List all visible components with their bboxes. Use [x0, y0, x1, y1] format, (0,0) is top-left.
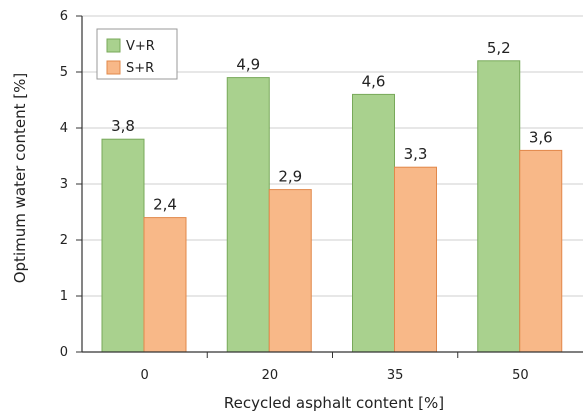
- y-tick-label: 1: [60, 289, 68, 304]
- y-tick-label: 4: [60, 121, 68, 136]
- x-tick-label: 0: [140, 368, 148, 383]
- x-axis-title: Recycled asphalt content [%]: [224, 394, 444, 412]
- axes-group: 0 1 2 3 4 5 6 0 20 35 50: [60, 9, 583, 383]
- bar-s-r: [143, 217, 187, 353]
- y-tick-label: 3: [60, 177, 68, 192]
- bar-v-r: [477, 60, 521, 353]
- data-label: 4,6: [362, 72, 386, 90]
- legend-swatch: [106, 60, 121, 75]
- y-axis-title: Optimum water content [%]: [11, 73, 29, 284]
- data-label: 5,2: [487, 39, 511, 57]
- legend: V+R S+R: [96, 28, 178, 80]
- bar-v-r: [226, 77, 270, 353]
- legend-swatch: [106, 38, 121, 53]
- bar-s-r: [268, 189, 312, 353]
- bar-s-r: [394, 166, 437, 353]
- data-label: 2,4: [153, 196, 177, 214]
- legend-label: S+R: [126, 61, 154, 76]
- bar-v-r: [101, 138, 145, 353]
- bar-v-r: [352, 93, 395, 353]
- y-tick-label: 2: [60, 233, 68, 248]
- data-label: 3,6: [529, 128, 553, 146]
- x-tick-label: 20: [262, 368, 279, 383]
- x-tick-label: 35: [387, 368, 404, 383]
- y-tick-label: 6: [60, 9, 68, 24]
- bar-s-r: [519, 149, 563, 353]
- bars-group: [101, 60, 563, 353]
- data-label: 3,8: [111, 117, 135, 135]
- data-label: 2,9: [278, 168, 302, 186]
- data-label: 4,9: [236, 56, 260, 74]
- y-tick-label: 0: [60, 345, 68, 360]
- data-labels-group: 3,8 4,9 4,6 5,2 2,4 2,9 3,3 3,6: [111, 39, 553, 214]
- x-tick-label: 50: [512, 368, 529, 383]
- y-tick-label: 5: [60, 65, 68, 80]
- legend-label: V+R: [126, 39, 155, 54]
- data-label: 3,3: [404, 145, 428, 163]
